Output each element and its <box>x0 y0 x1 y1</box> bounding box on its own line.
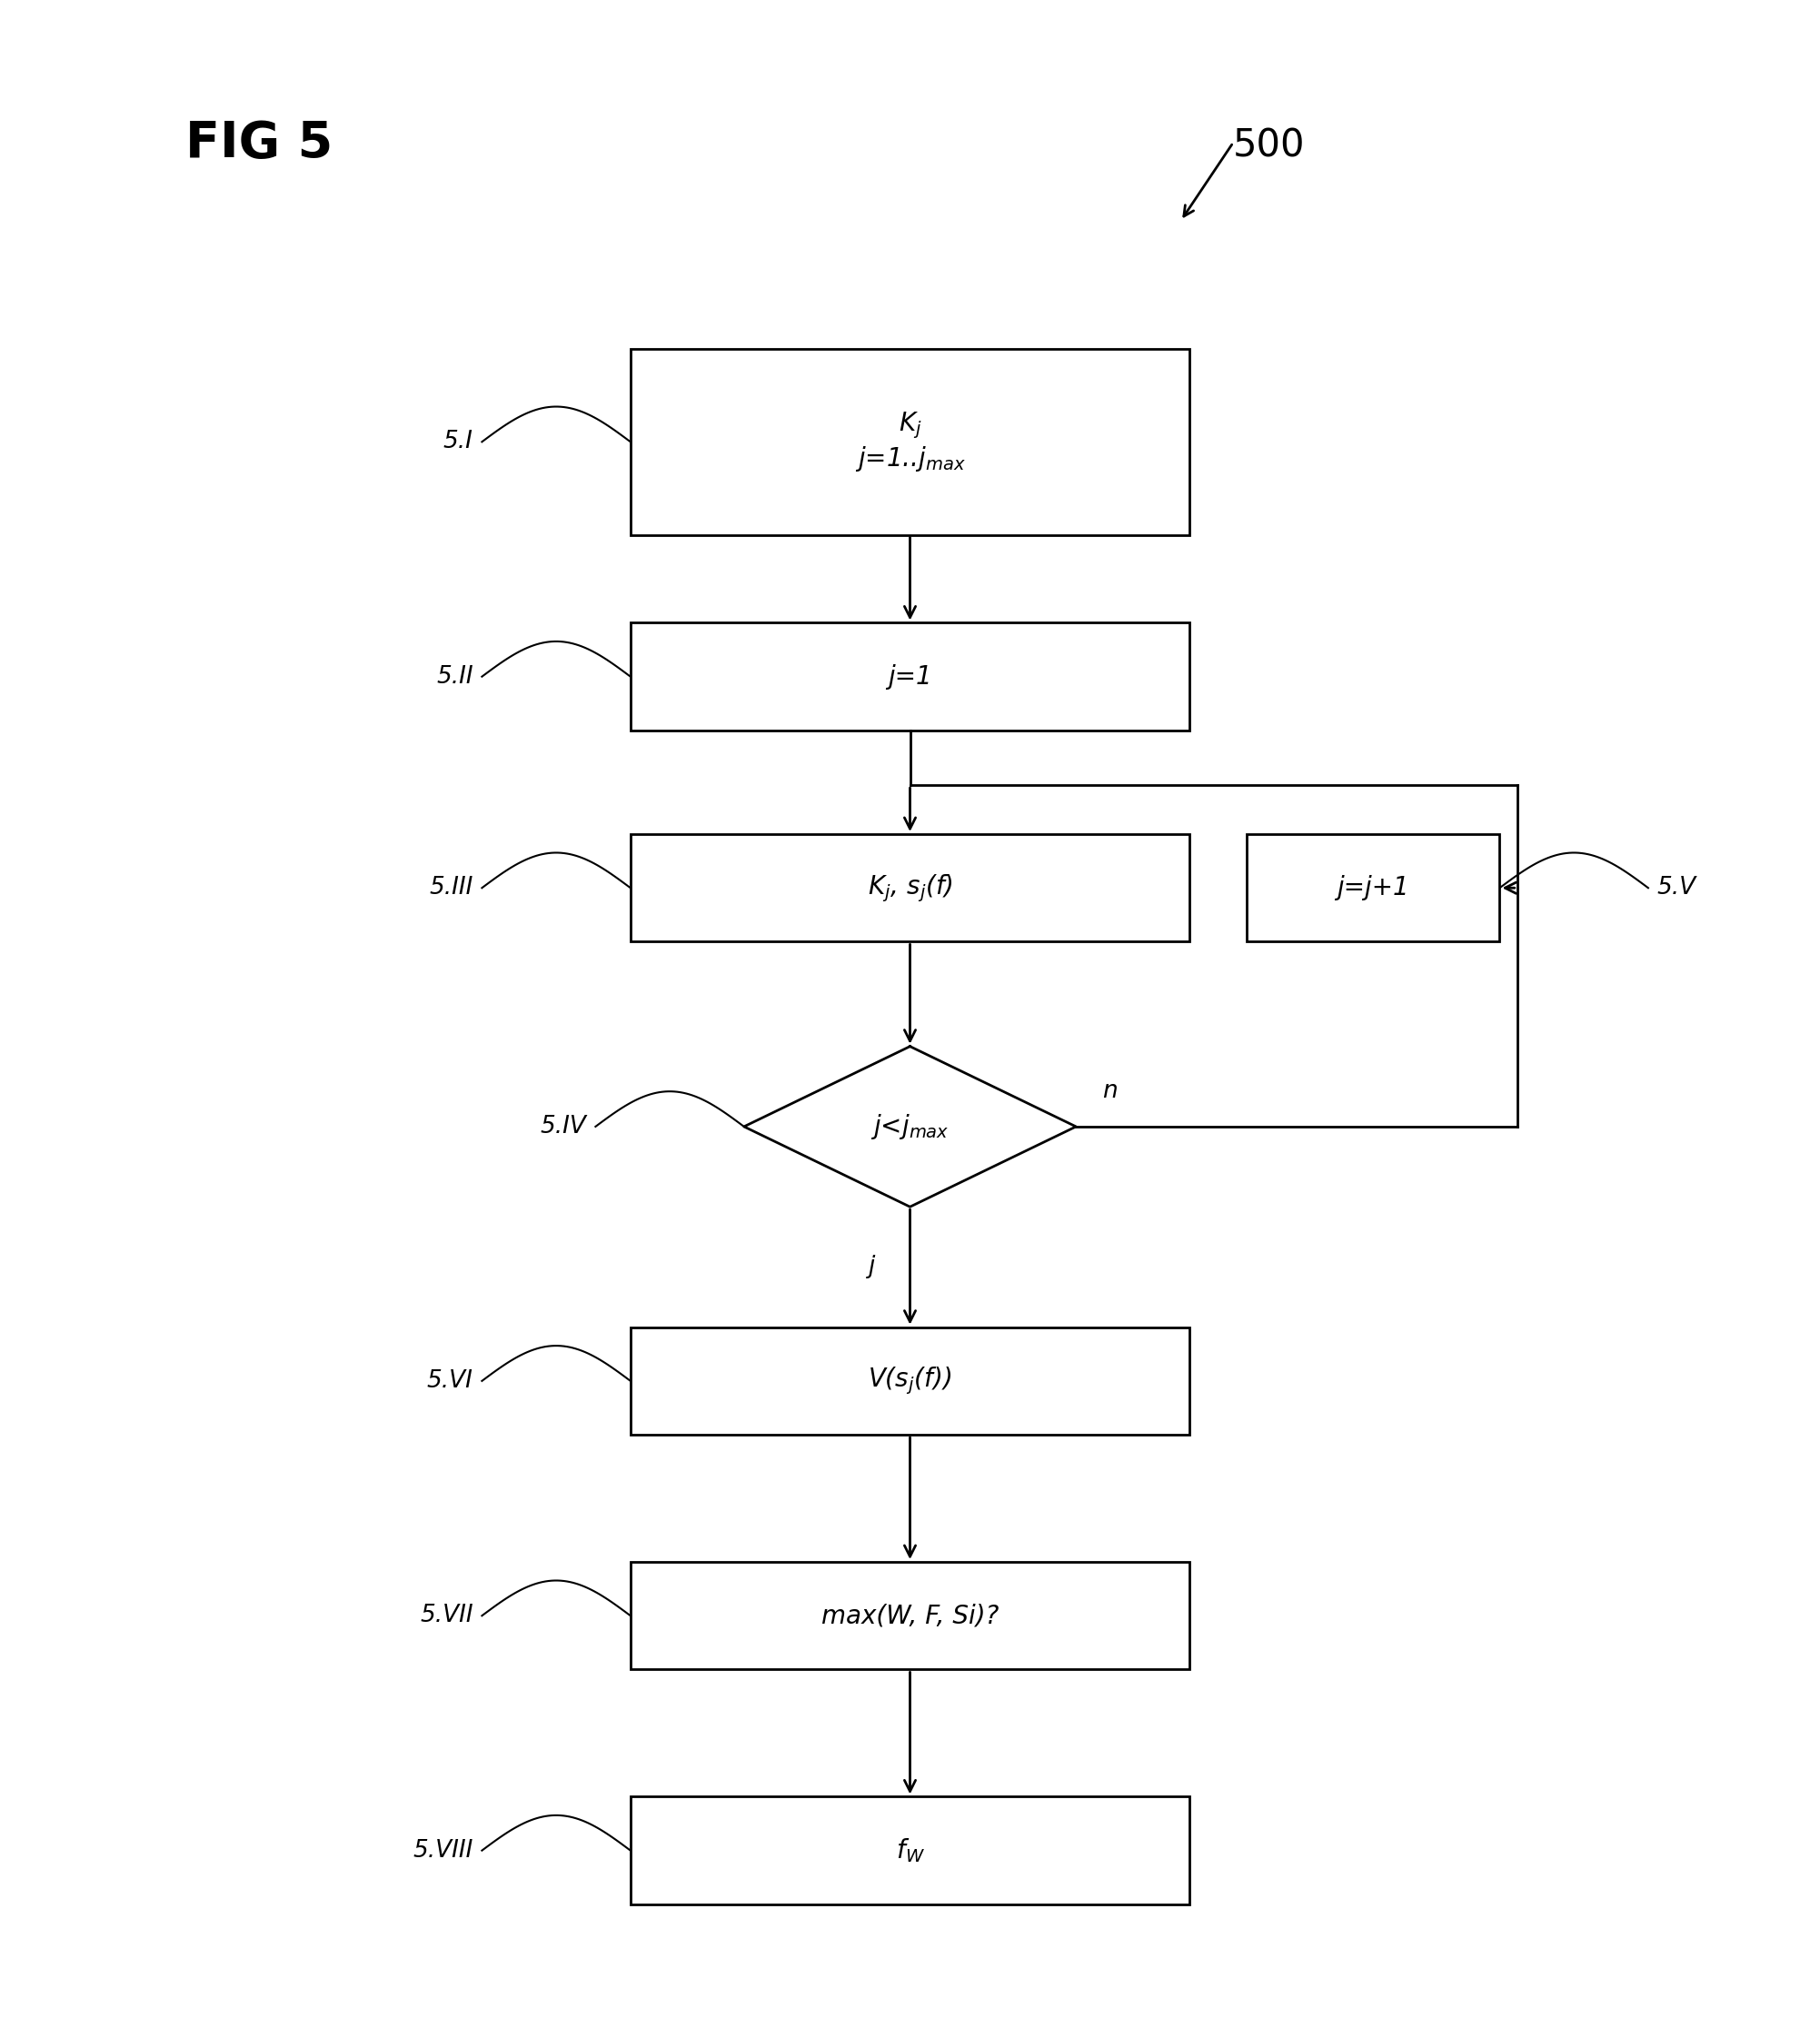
Text: f$_W$: f$_W$ <box>895 1836 925 1865</box>
Text: 5.VI: 5.VI <box>428 1370 473 1392</box>
Text: j<j$_{max}$: j<j$_{max}$ <box>870 1113 950 1141</box>
FancyBboxPatch shape <box>630 1561 1190 1669</box>
Text: 5.IV: 5.IV <box>541 1115 586 1139</box>
FancyBboxPatch shape <box>1247 834 1500 942</box>
Text: 5.V: 5.V <box>1656 876 1696 899</box>
Text: max(W, F, Si)?: max(W, F, Si)? <box>821 1604 999 1628</box>
Text: n: n <box>1103 1080 1117 1103</box>
FancyBboxPatch shape <box>630 834 1190 942</box>
FancyBboxPatch shape <box>630 348 1190 534</box>
Text: 5.VIII: 5.VIII <box>413 1838 473 1863</box>
Text: 5.II: 5.II <box>437 664 473 689</box>
FancyBboxPatch shape <box>630 1327 1190 1435</box>
Text: 5.III: 5.III <box>430 876 473 899</box>
Text: K$_j$
j=1..j$_{max}$: K$_j$ j=1..j$_{max}$ <box>855 410 965 473</box>
Text: 500: 500 <box>1234 126 1305 165</box>
Text: 5.VII: 5.VII <box>420 1604 473 1628</box>
Text: j=1: j=1 <box>888 664 932 689</box>
FancyBboxPatch shape <box>630 624 1190 730</box>
Text: 5.I: 5.I <box>444 430 473 454</box>
FancyBboxPatch shape <box>630 1798 1190 1903</box>
Text: j: j <box>868 1255 875 1278</box>
Text: FIG 5: FIG 5 <box>186 118 333 167</box>
Text: V(s$_j$(f)): V(s$_j$(f)) <box>868 1365 952 1396</box>
Text: j=j+1: j=j+1 <box>1338 874 1409 901</box>
Text: K$_j$, s$_j$(f): K$_j$, s$_j$(f) <box>868 872 952 903</box>
